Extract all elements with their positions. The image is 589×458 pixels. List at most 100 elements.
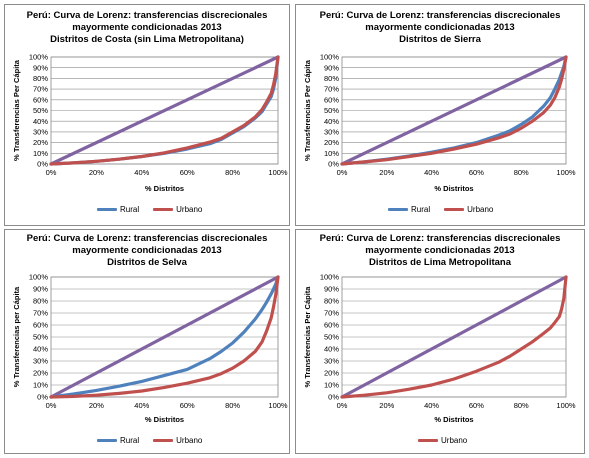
- x-tick-label: 60%: [180, 168, 195, 177]
- chart-panel-selva: Perú: Curva de Lorenz: transferencias di…: [4, 229, 290, 454]
- chart-title: Perú: Curva de Lorenz: transferencias di…: [5, 10, 289, 46]
- x-tick-label: 0%: [337, 168, 348, 177]
- y-tick-label: 60%: [324, 95, 339, 104]
- chart-panel-sierra: Perú: Curva de Lorenz: transferencias di…: [295, 4, 585, 226]
- y-tick-label: 50%: [324, 106, 339, 115]
- chart-title: Perú: Curva de Lorenz: transferencias di…: [5, 233, 289, 269]
- y-tick-label: 100%: [29, 273, 49, 282]
- y-tick-label: 0%: [328, 393, 339, 402]
- chart-title-line-2: mayormente condicionadas 2013: [365, 245, 515, 256]
- x-tick-label: 20%: [379, 401, 394, 410]
- x-tick-label: 100%: [268, 401, 288, 410]
- legend-swatch-urbano: [418, 439, 438, 442]
- x-tick-label: 20%: [89, 168, 104, 177]
- y-tick-label: 0%: [37, 160, 48, 169]
- y-tick-label: 90%: [33, 63, 48, 72]
- chart-title-line-3: Distritos de Sierra: [399, 34, 481, 45]
- y-tick-label: 10%: [33, 381, 48, 390]
- chart-legend: Rural Urbano: [97, 205, 202, 214]
- x-axis-label: % Distritos: [145, 415, 184, 424]
- equality-line: [49, 55, 280, 166]
- chart-title-line-1: Perú: Curva de Lorenz: transferencias di…: [26, 233, 268, 244]
- legend-item-urbano: Urbano: [153, 436, 202, 445]
- legend-item-rural: Rural: [388, 205, 430, 214]
- chart-title-line-2: mayormente condicionadas 2013: [72, 245, 222, 256]
- equality-line: [340, 55, 568, 166]
- y-tick-label: 50%: [324, 333, 339, 342]
- chart-legend: Rural Urbano: [97, 436, 202, 445]
- x-tick-label: 60%: [469, 168, 484, 177]
- chart-title-line-2: mayormente condicionadas 2013: [72, 22, 222, 33]
- x-axis-label: % Distritos: [434, 415, 473, 424]
- legend-label: Urbano: [467, 205, 494, 214]
- chart-panel-costa: Perú: Curva de Lorenz: transferencias di…: [4, 4, 290, 226]
- x-tick-label: 20%: [89, 401, 104, 410]
- y-tick-label: 20%: [324, 369, 339, 378]
- x-tick-label: 80%: [514, 168, 529, 177]
- y-tick-label: 50%: [33, 333, 48, 342]
- legend-item-urbano: Urbano: [153, 205, 202, 214]
- x-axis-label: % Distritos: [434, 184, 473, 193]
- x-tick-label: 40%: [134, 168, 149, 177]
- y-tick-label: 20%: [33, 138, 48, 147]
- legend-swatch-urbano: [153, 439, 174, 442]
- y-tick-label: 100%: [320, 53, 340, 62]
- legend-swatch-urbano: [153, 208, 174, 211]
- y-tick-label: 90%: [324, 63, 339, 72]
- x-tick-label: 60%: [469, 401, 484, 410]
- y-tick-label: 60%: [33, 321, 48, 330]
- y-axis-label: % Transferencias Per Cápita: [303, 59, 312, 161]
- chart-title-line-3: Distritos de Selva: [107, 257, 187, 268]
- chart-plot: 0%10%20%30%40%50%60%70%80%90%100%0% 20% 40…: [303, 273, 576, 424]
- x-tick-label: 0%: [46, 401, 57, 410]
- legend-label: Urbano: [176, 436, 203, 445]
- y-tick-label: 60%: [324, 321, 339, 330]
- chart-title-line-1: Perú: Curva de Lorenz: transferencias di…: [319, 10, 561, 21]
- x-tick-label: 40%: [424, 401, 439, 410]
- y-tick-label: 20%: [324, 138, 339, 147]
- y-tick-label: 90%: [33, 285, 48, 294]
- legend-swatch-rural: [388, 208, 408, 211]
- y-tick-label: 30%: [324, 357, 339, 366]
- x-tick-label: 80%: [225, 168, 240, 177]
- x-tick-label: 100%: [556, 168, 576, 177]
- chart-title-line-3: Distritos de Lima Metropolitana: [369, 257, 511, 268]
- legend-label: Urbano: [176, 205, 203, 214]
- x-axis-label: % Distritos: [145, 184, 184, 193]
- y-tick-label: 70%: [324, 309, 339, 318]
- y-tick-label: 40%: [324, 345, 339, 354]
- y-tick-label: 50%: [33, 106, 48, 115]
- y-tick-label: 100%: [29, 53, 49, 62]
- legend-swatch-rural: [97, 208, 117, 211]
- chart-panel-lima: Perú: Curva de Lorenz: transferencias di…: [295, 229, 585, 454]
- x-tick-label: 20%: [379, 168, 394, 177]
- series-line-urbano: [49, 275, 280, 399]
- chart-legend: Urbano: [418, 436, 467, 445]
- x-tick-label: 0%: [46, 168, 57, 177]
- y-axis-label: % Transferencias per Cápita: [12, 286, 21, 387]
- chart-title-line-2: mayormente condicionadas 2013: [365, 22, 515, 33]
- chart-title-line-1: Perú: Curva de Lorenz: transferencias di…: [319, 233, 561, 244]
- y-tick-label: 90%: [324, 285, 339, 294]
- y-axis-label: % Transferencias Per Cápita: [12, 59, 21, 161]
- y-tick-label: 80%: [33, 297, 48, 306]
- x-tick-label: 40%: [134, 401, 149, 410]
- series-line-urbano: [49, 55, 280, 166]
- equality-line: [340, 275, 568, 399]
- y-tick-label: 70%: [33, 85, 48, 94]
- y-axis-label: % Transferencias Per Cápita: [303, 286, 312, 388]
- chart-title-line-1: Perú: Curva de Lorenz: transferencias di…: [26, 10, 268, 21]
- y-tick-label: 40%: [324, 117, 339, 126]
- x-tick-label: 100%: [556, 401, 576, 410]
- legend-swatch-urbano: [444, 208, 465, 211]
- y-tick-label: 10%: [324, 149, 339, 158]
- y-tick-label: 60%: [33, 95, 48, 104]
- chart-plot: 0%10%20%30%40%50%60%70%80%90%100%0% 20% 40…: [303, 53, 576, 193]
- equality-line: [49, 275, 280, 399]
- chart-title-line-3: Distritos de Costa (sin Lima Metropolita…: [50, 34, 244, 45]
- legend-item-rural: Rural: [97, 205, 139, 214]
- y-tick-label: 30%: [324, 128, 339, 137]
- legend-item-rural: Rural: [97, 436, 139, 445]
- chart-title: Perú: Curva de Lorenz: transferencias di…: [296, 10, 584, 46]
- y-tick-label: 0%: [37, 393, 48, 402]
